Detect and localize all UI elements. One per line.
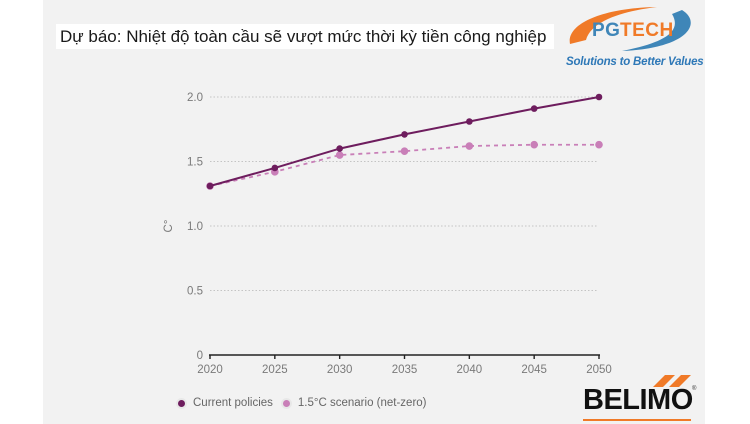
- chart-panel: [43, 0, 705, 424]
- chart-legend: Current policies 1.5°C scenario (net-zer…: [178, 397, 437, 409]
- svg-text:2035: 2035: [392, 364, 418, 376]
- svg-text:1.0: 1.0: [187, 221, 203, 233]
- svg-text:2040: 2040: [457, 364, 483, 376]
- svg-text:2.0: 2.0: [187, 92, 203, 104]
- pgtech-swoosh-icon: PG TECH: [569, 7, 691, 51]
- svg-text:2025: 2025: [262, 364, 288, 376]
- svg-text:2030: 2030: [327, 364, 353, 376]
- legend-item-current-policies[interactable]: Current policies: [178, 397, 273, 409]
- svg-text:1.5: 1.5: [187, 157, 203, 169]
- belimo-wordmark: BELIMO: [583, 384, 693, 416]
- svg-text:2045: 2045: [521, 364, 547, 376]
- gridlines: [210, 96, 598, 291]
- chart-title: Dự báo: Nhiệt độ toàn cầu sẽ vượt mức th…: [56, 24, 555, 49]
- legend-label: 1.5°C scenario (net-zero): [297, 397, 427, 409]
- belimo-underline: [583, 419, 691, 421]
- svg-text:PG: PG: [592, 20, 620, 41]
- y-axis-ticks: 0 0.5 1.0 1.5 2.0: [187, 92, 203, 362]
- legend-marker-icon: [282, 399, 290, 407]
- pgtech-tagline: Solutions to Better Values: [566, 56, 704, 68]
- pgtech-logo: PG TECH Solutions to Better Values: [562, 4, 704, 70]
- legend-item-net-zero[interactable]: 1.5°C scenario (net-zero): [282, 397, 427, 409]
- x-axis: 2020 2025 2030 2035 2040 2045 2050: [197, 354, 612, 376]
- svg-text:2020: 2020: [197, 364, 223, 376]
- legend-label: Current policies: [193, 397, 273, 409]
- belimo-logo: BELIMO ®: [583, 374, 703, 424]
- data-series: [206, 93, 603, 190]
- svg-text:TECH: TECH: [620, 20, 674, 41]
- legend-marker-icon: [178, 399, 185, 407]
- belimo-chevron-icon: [653, 375, 691, 387]
- svg-text:0: 0: [197, 350, 203, 362]
- svg-text:0.5: 0.5: [187, 286, 203, 298]
- chart-title-text: Dự báo: Nhiệt độ toàn cầu sẽ vượt mức th…: [60, 26, 547, 46]
- y-axis-label: C°: [163, 220, 175, 233]
- svg-text:2050: 2050: [586, 364, 612, 376]
- registered-mark: ®: [692, 386, 697, 392]
